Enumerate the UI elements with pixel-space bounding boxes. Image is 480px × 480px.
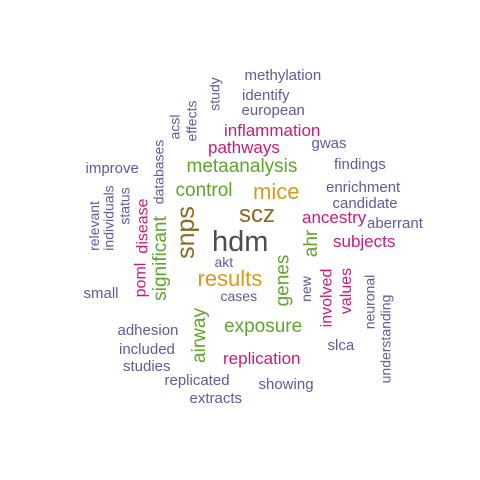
- word-significant: significant: [149, 215, 171, 301]
- word-aberrant: aberrant: [367, 214, 423, 232]
- word-gwas: gwas: [311, 134, 347, 152]
- word-effects: effects: [183, 100, 199, 142]
- word-status: status: [116, 187, 133, 225]
- word-involved: involved: [317, 268, 335, 328]
- word-poml: poml: [131, 262, 149, 298]
- word-showing: showing: [258, 375, 314, 393]
- word-relevant: relevant: [85, 201, 102, 251]
- word-improve: improve: [85, 159, 139, 177]
- word-findings: findings: [334, 155, 386, 173]
- word-scz: scz: [239, 201, 275, 228]
- word-ancestry: ancestry: [302, 207, 367, 227]
- word-small: small: [83, 284, 119, 302]
- word-studies: studies: [123, 357, 171, 375]
- word-new: new: [297, 276, 314, 302]
- word-replication: replication: [223, 348, 301, 368]
- word-subjects: subjects: [333, 231, 396, 251]
- word-identify: identify: [242, 86, 290, 104]
- word-metaanalysis: metaanalysis: [186, 155, 298, 177]
- word-methylation: methylation: [244, 66, 322, 84]
- word-acsl: acsl: [165, 114, 182, 140]
- word-snps: snps: [171, 205, 200, 259]
- word-individuals: individuals: [100, 185, 117, 251]
- word-european: european: [241, 101, 305, 119]
- word-neuronal: neuronal: [360, 274, 377, 330]
- word-slca: slca: [327, 336, 355, 354]
- word-enrichment: enrichment: [326, 178, 401, 196]
- word-understanding: understanding: [376, 294, 393, 384]
- word-exposure: exposure: [224, 315, 303, 337]
- word-replicated: replicated: [164, 371, 230, 389]
- word-included: included: [119, 340, 175, 358]
- word-airway: airway: [188, 307, 210, 363]
- word-candidate: candidate: [332, 194, 398, 212]
- word-inflammation: inflammation: [224, 120, 321, 140]
- word-hdm: hdm: [212, 225, 269, 258]
- word-values: values: [338, 267, 356, 315]
- word-databases: databases: [149, 139, 166, 205]
- word-study: study: [206, 77, 223, 111]
- word-adhesion: adhesion: [117, 321, 179, 339]
- word-results: results: [197, 266, 263, 291]
- word-control: control: [175, 179, 233, 201]
- word-disease: disease: [134, 198, 152, 254]
- word-genes: genes: [272, 254, 294, 306]
- word-akt: akt: [214, 254, 234, 270]
- word-ahr: ahr: [300, 229, 322, 257]
- word-pathways: pathways: [208, 137, 280, 157]
- word-extracts: extracts: [189, 389, 243, 407]
- word-cases: cases: [220, 288, 258, 304]
- word-mice: mice: [253, 179, 300, 204]
